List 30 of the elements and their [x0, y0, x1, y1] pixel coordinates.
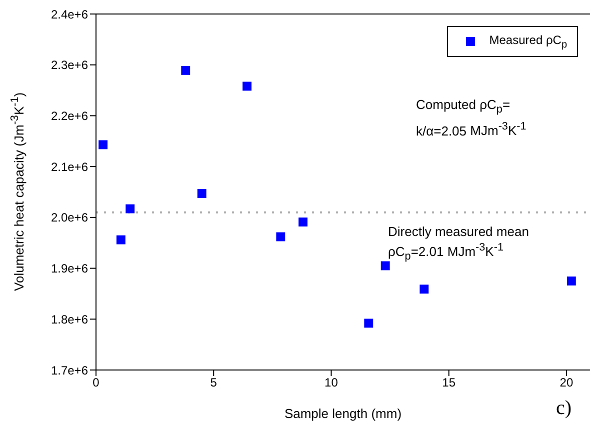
point [242, 82, 252, 91]
y-tick-label: 2.2e+6 [50, 108, 88, 123]
point [197, 189, 206, 198]
y-tick-label: 1.7e+6 [50, 363, 88, 378]
y-tick-label: 2.4e+6 [50, 7, 88, 22]
point [126, 204, 135, 214]
x-tick-label: 15 [442, 376, 456, 390]
y-tick-label: 2.3e+6 [50, 58, 88, 72]
x-axis-title: Sample length (mm) [284, 406, 402, 421]
point [364, 318, 374, 328]
text: Directly measured mean ρC$_{p}$=2.01 MJm$^{-3}$K$^{-1}$ [388, 224, 529, 263]
point [380, 261, 390, 270]
x-tick-label: 0 [92, 376, 100, 390]
point [181, 66, 190, 75]
y-tick-label: 1.9e+6 [50, 262, 88, 276]
text: c) [556, 397, 572, 419]
point [298, 218, 308, 226]
point [116, 235, 126, 244]
x-tick-label: 20 [560, 376, 574, 390]
point [566, 276, 576, 286]
y-tick-label: 2.0e+6 [50, 210, 88, 225]
x-tick-label: 5 [210, 376, 218, 390]
y-tick-label: 1.8e+6 [50, 312, 88, 326]
legend-label: Measured ρC$_{p}$ [489, 33, 567, 50]
y-tick-label: 2.1e+6 [50, 160, 88, 174]
text: Computed ρC$_{p}$= k/α=2.05 MJm$^{-3}$K$^{-1}$ [416, 97, 526, 138]
point [420, 284, 429, 294]
x-tick-label: 10 [324, 376, 338, 390]
point [98, 140, 108, 150]
point [276, 232, 286, 242]
